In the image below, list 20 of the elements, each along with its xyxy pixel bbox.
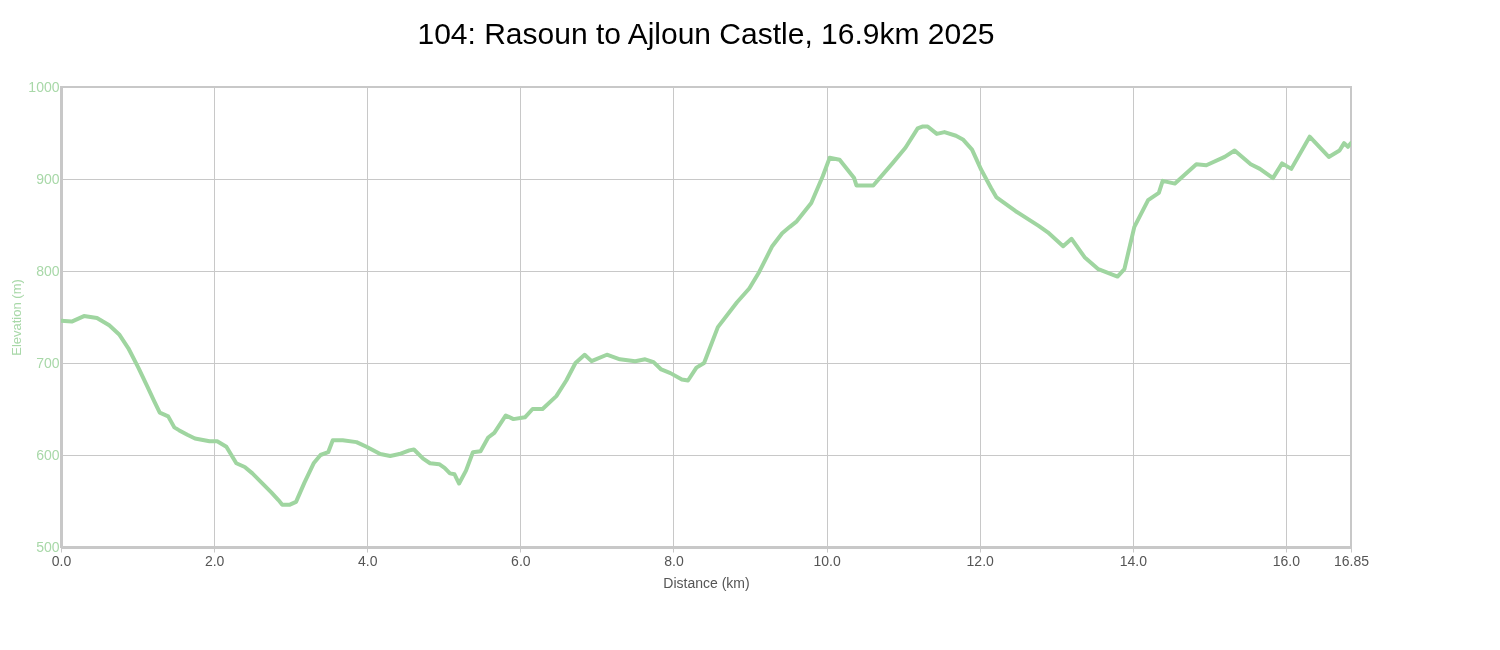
x-tick-label: 8.0 — [664, 552, 684, 569]
x-tick-label: 16.0 — [1272, 552, 1301, 569]
x-tick-label: 16.85 — [1333, 552, 1370, 569]
chart-title: 104: Rasoun to Ajloun Castle, 16.9km 2025 — [417, 17, 995, 50]
y-axis-title: Elevation (m) — [9, 279, 25, 356]
x-axis-title: Distance (km) — [663, 574, 750, 591]
y-tick-label: 600 — [36, 446, 60, 463]
y-tick-label: 700 — [36, 354, 60, 371]
x-tick-label: 4.0 — [358, 552, 378, 569]
line-series — [61, 124, 1351, 507]
x-tick-label: 0.0 — [51, 552, 72, 569]
x-tick-label: 12.0 — [966, 552, 995, 569]
x-tick-label: 14.0 — [1119, 552, 1148, 569]
y-tick-label: 800 — [36, 262, 60, 279]
x-tick-label: 10.0 — [813, 552, 841, 569]
y-tick-label: 500 — [36, 538, 60, 555]
y-tick-label: 1000 — [28, 78, 60, 95]
y-tick-label: 900 — [36, 170, 60, 187]
x-tick-label: 6.0 — [511, 552, 531, 569]
x-tick-label: 2.0 — [204, 552, 225, 569]
